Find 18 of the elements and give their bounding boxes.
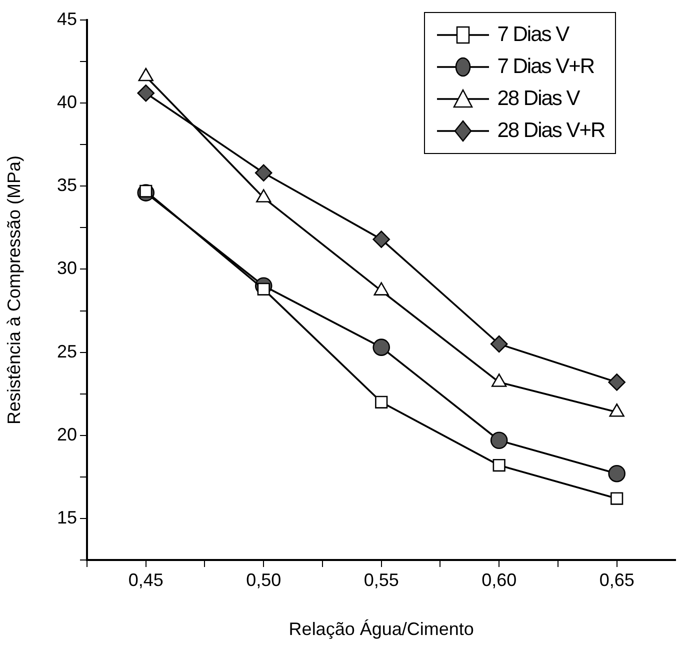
y-tick-label: 20 xyxy=(56,424,77,444)
y-tick-label: 30 xyxy=(56,258,77,278)
x-tick-label: 0,50 xyxy=(246,570,282,590)
legend-label: 28 Dias V+R xyxy=(497,118,605,144)
y-axis-title: Resistência à Compressão (MPa) xyxy=(4,155,24,425)
y-tick-label: 15 xyxy=(56,507,77,528)
y-tick-label: 45 xyxy=(56,8,77,29)
legend-label: 7 Dias V xyxy=(497,22,569,48)
x-axis-title: Relação Água/Cimento xyxy=(288,619,474,640)
legend-label: 7 Dias V+R xyxy=(497,54,594,80)
x-tick-label: 0,55 xyxy=(364,570,399,590)
x-tick-label: 0,65 xyxy=(599,570,634,590)
y-tick-label: 40 xyxy=(56,92,77,112)
y-tick-label: 25 xyxy=(56,341,77,362)
y-tick-label: 35 xyxy=(56,175,77,196)
x-tick-label: 0,45 xyxy=(128,570,164,590)
legend-label: 28 Dias V xyxy=(497,86,580,112)
x-tick-label: 0,60 xyxy=(482,570,517,590)
